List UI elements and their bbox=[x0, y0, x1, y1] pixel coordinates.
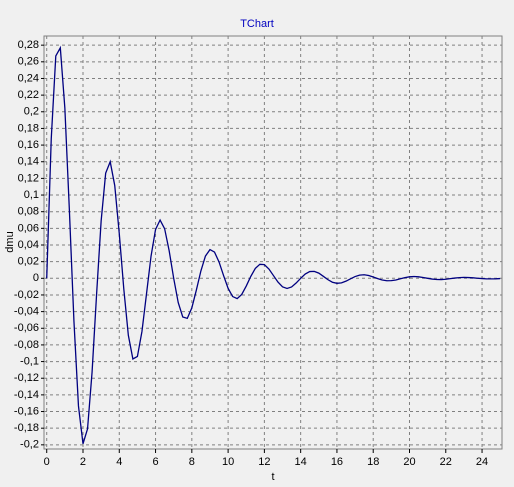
y-tick-label: -0,14 bbox=[14, 389, 39, 401]
data-line bbox=[46, 45, 501, 444]
x-tick-label: 8 bbox=[189, 456, 195, 468]
x-tick-label: 10 bbox=[222, 456, 234, 468]
x-tick-label: 0 bbox=[44, 456, 50, 468]
x-tick-label: 2 bbox=[80, 456, 86, 468]
y-tick-label: 0 bbox=[33, 272, 39, 284]
y-tick-label: 0,08 bbox=[18, 206, 39, 218]
y-tick-label: -0,1 bbox=[20, 355, 39, 367]
y-tick-label: 0,26 bbox=[18, 56, 39, 68]
y-tick-label: -0,16 bbox=[14, 405, 39, 417]
x-tick-label: 6 bbox=[152, 456, 158, 468]
y-tick-label: 0,12 bbox=[18, 172, 39, 184]
x-tick-label: 16 bbox=[331, 456, 343, 468]
y-tick-label: -0,08 bbox=[14, 339, 39, 351]
x-axis-label: t bbox=[271, 471, 274, 483]
y-tick-label: 0,28 bbox=[18, 39, 39, 51]
y-axis-label: dmu bbox=[4, 231, 16, 252]
y-tick-label: 0,16 bbox=[18, 139, 39, 151]
y-tick-label: -0,06 bbox=[14, 322, 39, 334]
x-tick-label: 24 bbox=[476, 456, 488, 468]
y-tick-label: -0,04 bbox=[14, 306, 39, 318]
y-tick-label: 0,18 bbox=[18, 122, 39, 134]
y-tick-label: 0,14 bbox=[18, 156, 39, 168]
y-tick-label: -0,02 bbox=[14, 289, 39, 301]
y-tick-label: 0,06 bbox=[18, 222, 39, 234]
y-tick-label: 0,04 bbox=[18, 239, 39, 251]
plot-area bbox=[43, 35, 503, 450]
y-tick-label: 0,02 bbox=[18, 256, 39, 268]
x-tick-label: 18 bbox=[367, 456, 379, 468]
y-tick-label: -0,2 bbox=[20, 439, 39, 451]
y-tick-label: 0,2 bbox=[24, 106, 39, 118]
x-tick-label: 14 bbox=[295, 456, 307, 468]
y-tick-label: -0,12 bbox=[14, 372, 39, 384]
y-tick-label: -0,18 bbox=[14, 422, 39, 434]
y-tick-label: 0,24 bbox=[18, 72, 39, 84]
y-tick-label: 0,1 bbox=[24, 189, 39, 201]
y-tick-label: 0,22 bbox=[18, 89, 39, 101]
x-tick-label: 20 bbox=[403, 456, 415, 468]
chart-title: TChart bbox=[240, 18, 274, 30]
x-tick-label: 4 bbox=[116, 456, 122, 468]
x-tick-label: 12 bbox=[258, 456, 270, 468]
x-tick-label: 22 bbox=[440, 456, 452, 468]
